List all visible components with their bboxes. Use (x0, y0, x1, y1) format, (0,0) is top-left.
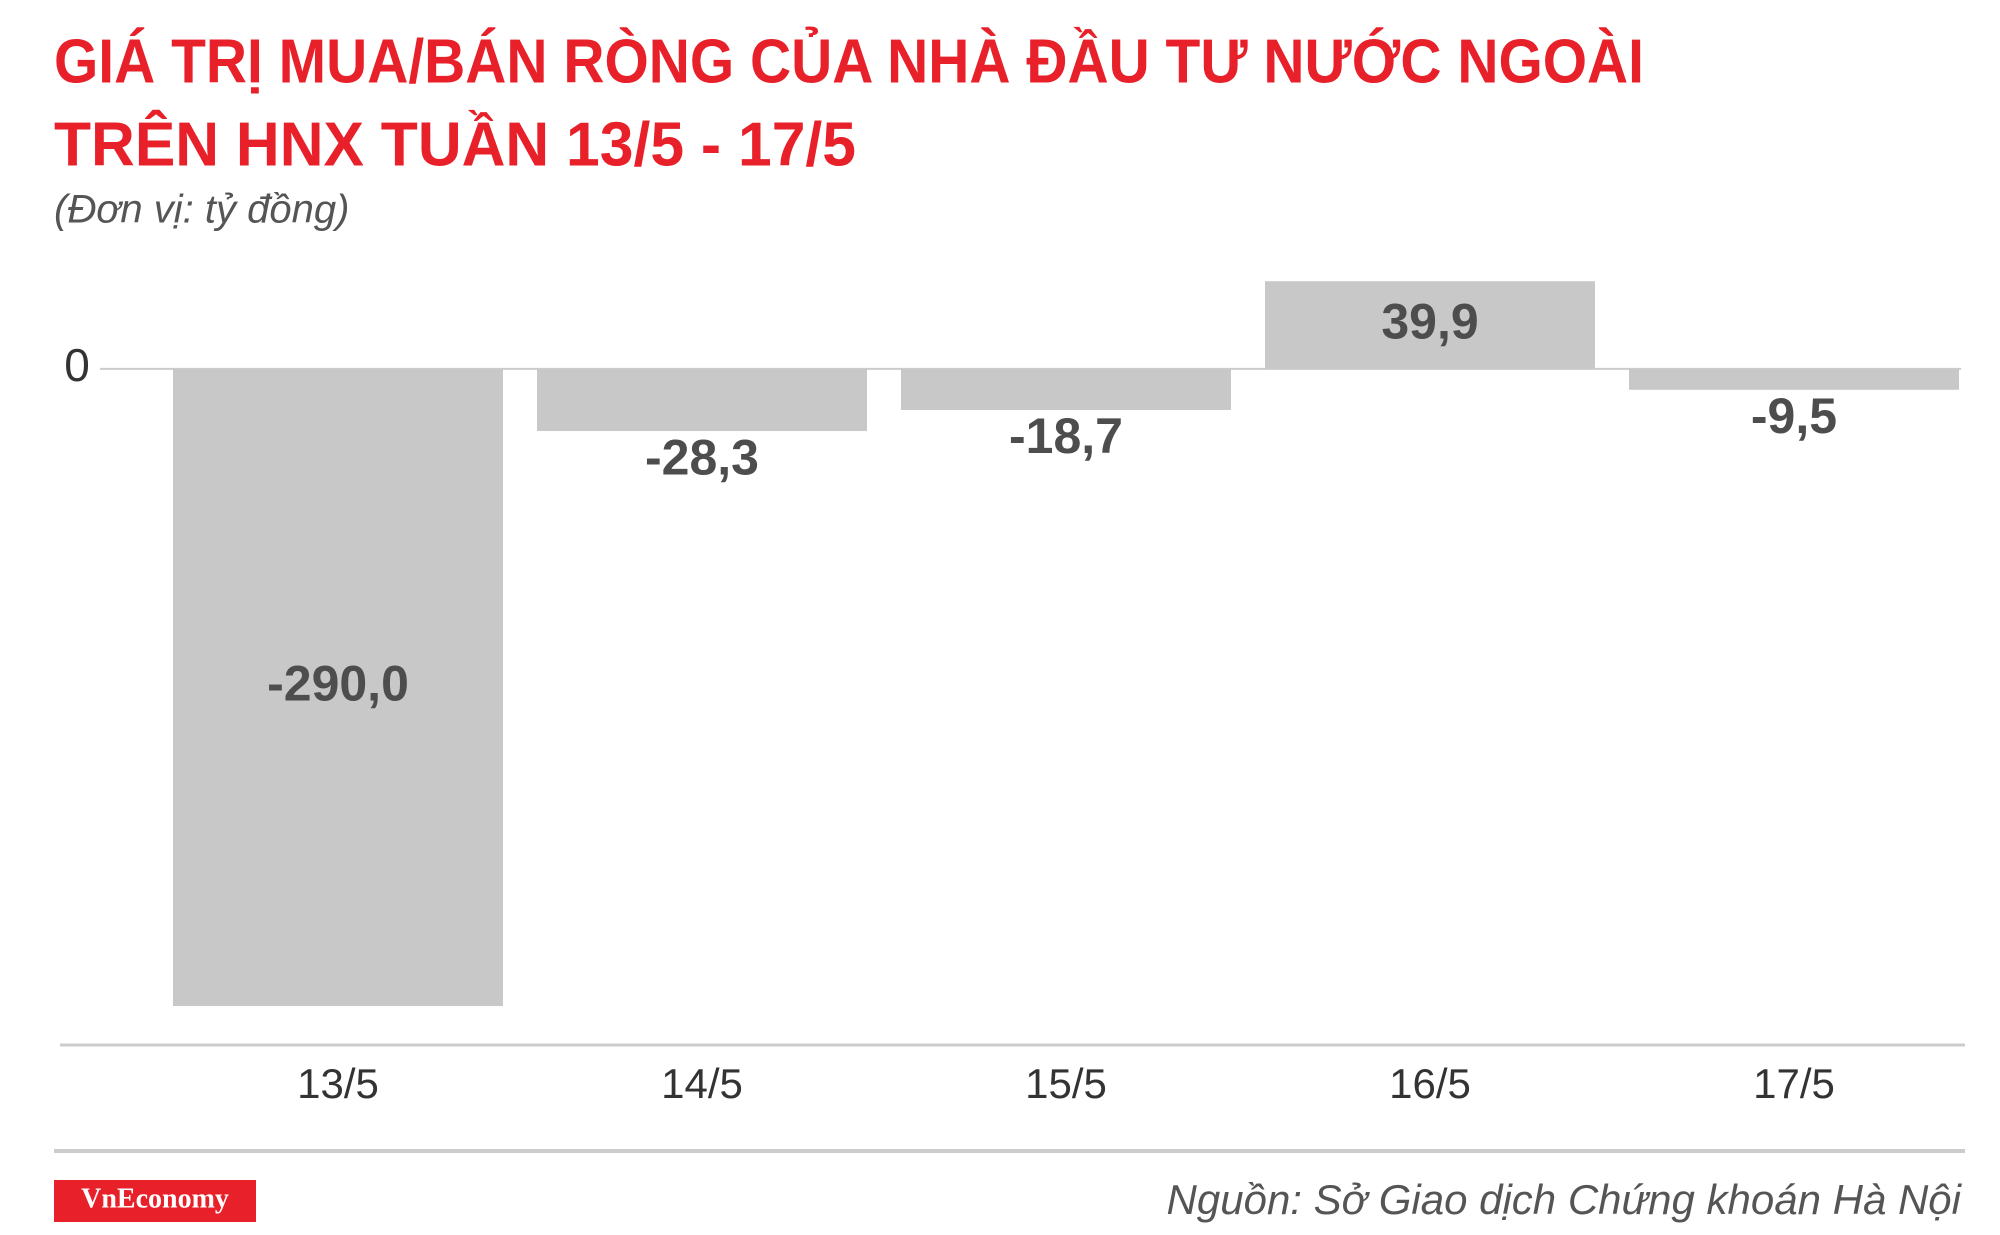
x-tick-label: 17/5 (1753, 1060, 1835, 1107)
x-tick-label: 14/5 (661, 1060, 743, 1107)
brand: VnEconomy (81, 1183, 229, 1214)
value-label: -290,0 (267, 656, 409, 712)
x-tick-label: 16/5 (1389, 1060, 1471, 1107)
chart-title: TRÊN HNX TUẦN 13/5 - 17/5 (54, 110, 856, 179)
bar (1265, 281, 1595, 369)
brand-box (54, 1180, 256, 1222)
bar (173, 368, 503, 1007)
bar (901, 368, 1231, 410)
source: Nguồn: Sở Giao dịch Chứng khoán Hà Nội (1167, 1176, 1963, 1223)
chart-subtitle: (Đơn vị: tỷ đồng) (54, 188, 349, 232)
chart-title: GIÁ TRỊ MUA/BÁN RÒNG CỦA NHÀ ĐẦU TƯ NƯỚC… (54, 27, 1644, 96)
bar (537, 368, 867, 432)
value-label: -18,7 (1009, 408, 1123, 464)
y-tick-label: 0 (64, 339, 90, 391)
value-label: 39,9 (1381, 293, 1478, 349)
value-label: -9,5 (1751, 388, 1837, 444)
x-tick-label: 15/5 (1025, 1060, 1107, 1107)
bar (1629, 368, 1959, 390)
value-label: -28,3 (645, 429, 759, 485)
x-tick-label: 13/5 (297, 1060, 379, 1107)
